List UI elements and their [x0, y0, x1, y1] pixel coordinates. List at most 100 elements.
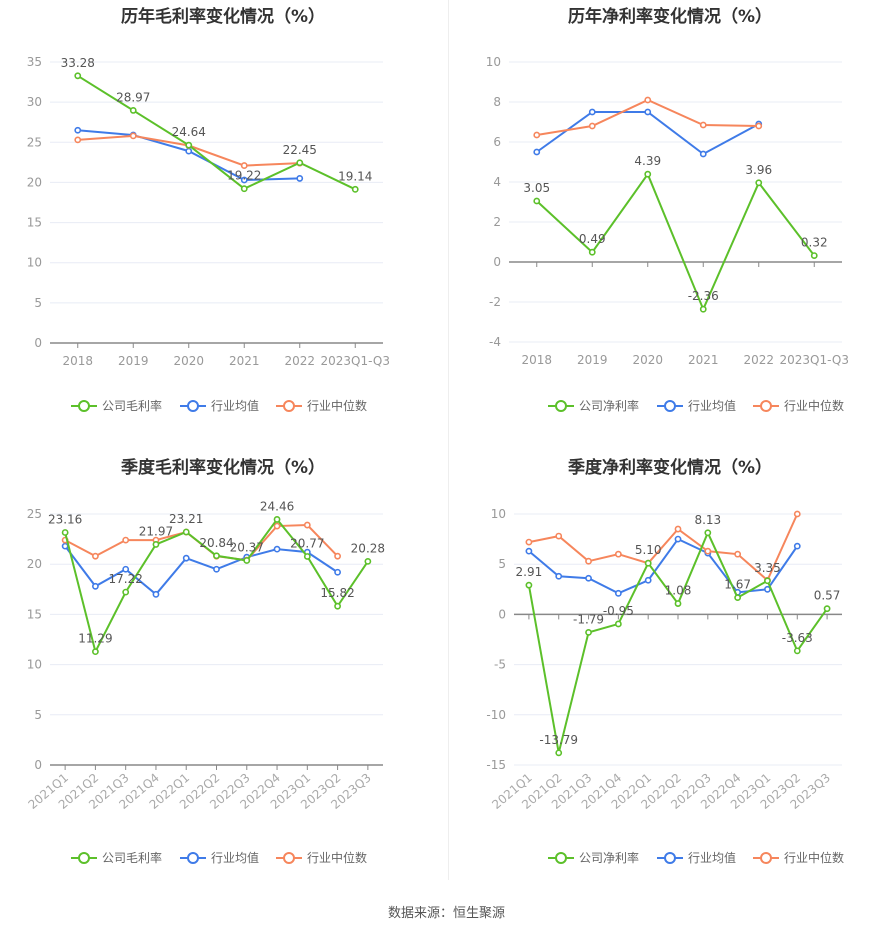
y-tick-label: 0 — [493, 255, 501, 269]
panel-divider — [448, 0, 449, 880]
data-label: 17.22 — [109, 572, 143, 586]
y-tick-label: 5 — [498, 557, 506, 571]
data-point-company — [585, 628, 592, 636]
data-point-company — [823, 605, 831, 613]
data-point-avg — [61, 542, 69, 550]
x-tick-label: 2023Q1-Q3 — [780, 353, 849, 367]
data-point-median — [129, 132, 137, 140]
chart-svg: -15-10-505102021Q12021Q22021Q32021Q42022… — [486, 507, 844, 865]
data-point-company — [74, 72, 82, 80]
series-line-median — [536, 98, 759, 136]
legend-marker-icon — [78, 852, 90, 864]
y-tick-label: 5 — [34, 708, 42, 722]
legend-marker-icon — [664, 852, 676, 864]
y-tick-label: 20 — [27, 557, 42, 571]
y-tick-label: 8 — [493, 95, 501, 109]
data-point-median — [588, 122, 596, 130]
chart-svg: -4 -2 0 2 4 6 8 10 2018 2019 2020 2021 2022 2023Q1-Q3… — [486, 55, 849, 413]
legend-label: 行业均值 — [688, 850, 736, 865]
data-label: 0.32 — [801, 236, 828, 250]
data-label: 3.05 — [523, 181, 550, 195]
y-tick-label: 35 — [27, 55, 42, 69]
legend-label: 行业中位数 — [784, 850, 844, 865]
data-label: 4.39 — [634, 154, 661, 168]
y-tick-label: 20 — [27, 175, 42, 189]
data-point-company — [334, 602, 341, 610]
data-point-median — [793, 510, 801, 518]
data-point-company — [364, 557, 372, 565]
y-tick-label: 15 — [27, 216, 42, 230]
legend-item-median[interactable]: 行业中位数 — [276, 398, 367, 413]
legend-item-median[interactable]: 行业中位数 — [276, 850, 367, 865]
legend-item-company[interactable]: 公司净利率 — [548, 850, 639, 865]
data-point-company — [61, 529, 69, 536]
data-label: 1.67 — [724, 578, 751, 592]
legend-item-company[interactable]: 公司毛利率 — [71, 850, 162, 865]
legend-item-median[interactable]: 行业中位数 — [753, 850, 844, 865]
data-point-median — [525, 538, 533, 546]
data-point-company — [92, 648, 99, 656]
y-tick-label: 25 — [27, 507, 42, 521]
data-label: -2.36 — [688, 289, 719, 303]
data-point-company — [351, 185, 359, 193]
chart-title: 历年毛利率变化情况（%） — [120, 7, 326, 27]
data-label: 28.97 — [116, 90, 150, 104]
data-point-median — [755, 122, 763, 130]
data-point-company — [699, 305, 707, 313]
chart-title: 历年净利率变化情况（%） — [567, 7, 773, 27]
y-tick-label: 6 — [493, 135, 501, 149]
data-point-company — [243, 557, 251, 564]
legend-marker-icon — [283, 400, 295, 412]
data-point-company — [152, 541, 160, 548]
legend-item-avg[interactable]: 行业均值 — [180, 398, 259, 413]
legend-item-avg[interactable]: 行业均值 — [657, 850, 736, 865]
legend-item-company[interactable]: 公司净利率 — [548, 398, 639, 413]
data-point-median — [240, 162, 248, 169]
data-point-company — [588, 248, 596, 256]
legend-label: 公司净利率 — [579, 850, 639, 865]
data-label: 3.96 — [745, 163, 772, 177]
legend-label: 行业均值 — [211, 398, 259, 413]
y-tick-label: 0 — [34, 336, 42, 350]
data-point-avg — [588, 108, 596, 116]
series-line-avg — [528, 537, 799, 595]
y-tick-label: -2 — [489, 295, 501, 309]
data-label: 33.28 — [61, 56, 95, 70]
data-point-company — [755, 179, 763, 187]
legend-label: 公司毛利率 — [102, 850, 162, 865]
legend-item-avg[interactable]: 行业均值 — [180, 850, 259, 865]
legend-marker-icon — [78, 400, 90, 412]
y-tick-label: 10 — [491, 507, 506, 521]
x-tick-label: 2022 — [284, 354, 315, 368]
x-tick-label: 2018 — [62, 354, 93, 368]
legend-item-company[interactable]: 公司毛利率 — [71, 398, 162, 413]
data-point-company — [674, 600, 682, 607]
data-point-median — [92, 552, 99, 560]
data-point-company — [644, 170, 652, 178]
data-label: 24.46 — [260, 499, 294, 513]
data-point-company — [122, 588, 130, 596]
data-point-company — [296, 159, 304, 167]
data-point-avg — [273, 545, 281, 553]
data-point-median — [533, 131, 541, 139]
data-point-company — [525, 581, 533, 589]
x-tick-label: 2021 — [688, 353, 719, 367]
y-tick-label: 15 — [27, 607, 42, 621]
data-point-avg — [122, 565, 130, 573]
series-line-avg — [64, 545, 339, 596]
data-point-median — [555, 532, 563, 540]
chart-title: 季度毛利率变化情况（%） — [120, 458, 326, 478]
data-label: 2.91 — [516, 565, 543, 579]
legend-item-avg[interactable]: 行业均值 — [657, 398, 736, 413]
data-point-avg — [74, 126, 82, 134]
data-point-median — [644, 96, 652, 104]
data-label: 5.10 — [635, 543, 662, 557]
series-line-company — [77, 74, 356, 191]
legend-marker-icon — [664, 400, 676, 412]
x-tick-label: 2023Q1-Q3 — [321, 354, 390, 368]
chart-svg: 05101520252021Q12021Q22021Q32021Q42022Q1… — [26, 499, 385, 865]
y-tick-label: 30 — [27, 95, 42, 109]
data-label: 1.08 — [665, 584, 692, 598]
legend-item-median[interactable]: 行业中位数 — [753, 398, 844, 413]
data-point-company — [793, 647, 801, 655]
